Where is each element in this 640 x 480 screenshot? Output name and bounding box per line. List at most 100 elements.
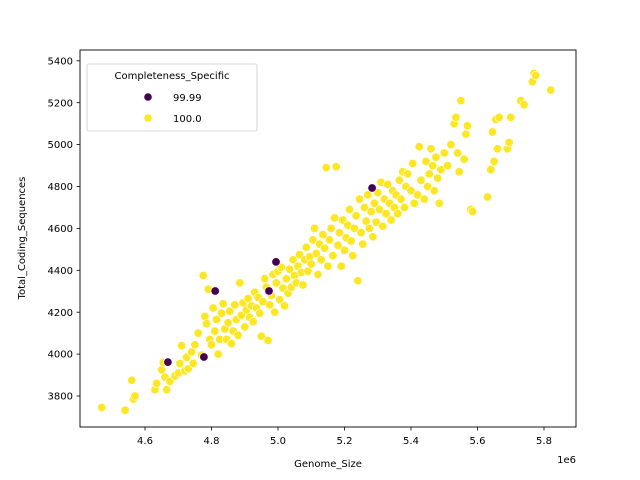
data-point (193, 328, 203, 338)
legend-label-99-99: 99.99 (173, 93, 202, 104)
data-point (276, 262, 286, 272)
data-point (152, 378, 162, 388)
data-point (378, 221, 388, 231)
data-point (446, 140, 456, 150)
data-point (434, 198, 444, 208)
data-point (288, 255, 298, 265)
data-point (120, 405, 130, 415)
x-tick-label: 4.6 (137, 436, 153, 447)
data-point (308, 235, 318, 245)
data-point (298, 280, 308, 290)
data-point (492, 144, 502, 154)
data-point (303, 266, 313, 276)
data-point (369, 198, 379, 208)
data-point (323, 261, 333, 271)
data-point (318, 230, 328, 240)
data-point (212, 314, 222, 324)
data-point (462, 121, 472, 131)
data-point (348, 251, 358, 261)
data-point (393, 209, 403, 219)
x-axis-label: Genome_Size (294, 459, 362, 470)
data-point (396, 194, 406, 204)
data-point (306, 259, 316, 269)
data-point (504, 138, 514, 148)
x-axis-offset-label: 1e6 (557, 455, 576, 466)
data-point (467, 207, 477, 217)
data-point (275, 295, 285, 305)
data-point (328, 251, 338, 261)
data-point (423, 182, 433, 192)
y-tick-label: 4800 (48, 182, 73, 193)
scatter-points (97, 68, 556, 415)
x-axis-ticks: 4.6 4.8 5.0 5.2 5.4 5.6 5.8 (137, 427, 552, 447)
data-point (311, 249, 321, 259)
data-point (324, 235, 334, 245)
data-point (403, 169, 413, 179)
data-point (421, 156, 431, 166)
y-axis-ticks: 3800 4000 4200 4400 4600 4800 5000 5200 5400 (48, 56, 80, 403)
data-point (243, 294, 253, 304)
y-tick-label: 4400 (48, 266, 73, 277)
data-point (213, 349, 223, 359)
data-point (416, 175, 426, 185)
data-point (346, 236, 356, 246)
data-point (361, 216, 371, 226)
data-point (175, 358, 185, 368)
data-point (263, 335, 273, 345)
data-point (321, 163, 331, 173)
data-point (366, 207, 376, 217)
x-tick-label: 5.0 (270, 436, 286, 447)
data-point (459, 154, 469, 164)
data-point (381, 209, 391, 219)
data-point (333, 240, 343, 250)
data-point (453, 148, 463, 158)
data-point (310, 223, 320, 233)
data-point (248, 317, 258, 327)
data-point (177, 341, 187, 351)
data-point (202, 319, 212, 329)
axes-frame (79, 49, 577, 428)
data-point (187, 347, 197, 357)
data-point (429, 186, 439, 196)
data-point (339, 245, 349, 255)
data-point (394, 175, 404, 185)
y-tick-label: 4200 (48, 308, 73, 319)
data-point (546, 85, 556, 95)
data-point (230, 300, 240, 310)
data-point (235, 278, 245, 288)
data-point (386, 215, 396, 225)
data-point (494, 112, 504, 122)
data-point (454, 167, 464, 177)
data-point (367, 183, 377, 193)
data-point (326, 223, 336, 233)
y-tick-label: 3800 (48, 392, 73, 403)
data-point (353, 276, 363, 286)
data-point (162, 385, 172, 395)
data-point (383, 179, 393, 189)
data-point (329, 213, 339, 223)
data-point (223, 318, 233, 328)
data-point (363, 190, 373, 200)
data-point (265, 300, 275, 310)
legend-label-100: 100.0 (173, 114, 202, 125)
data-point (217, 308, 227, 318)
data-point (199, 352, 209, 362)
data-point (260, 274, 270, 284)
data-point (331, 162, 341, 172)
data-point (419, 194, 429, 204)
data-point (349, 223, 359, 233)
data-point (487, 127, 497, 137)
data-point (409, 198, 419, 208)
y-tick-label: 5000 (48, 140, 73, 151)
data-point (428, 161, 438, 171)
data-point (200, 311, 210, 321)
y-axis-label: Total_Coding_Sequences (17, 177, 28, 301)
data-point (264, 286, 274, 296)
data-point (316, 255, 326, 265)
data-point (301, 242, 311, 252)
data-point (414, 142, 424, 152)
data-point (364, 223, 374, 233)
data-point (256, 331, 266, 341)
data-point (240, 322, 250, 332)
legend-marker-100 (144, 114, 152, 122)
